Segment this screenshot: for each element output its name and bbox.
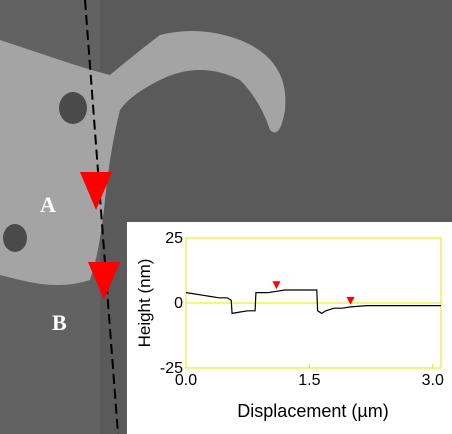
afm-hole <box>59 92 87 124</box>
y-tick-label: 25 <box>165 230 183 247</box>
afm-hole <box>3 224 27 252</box>
x-tick-label: 3.0 <box>422 372 444 389</box>
marker-b <box>88 262 120 300</box>
x-tick-label: 1.5 <box>298 372 320 389</box>
profile-line <box>185 289 441 315</box>
label-a: A <box>40 192 56 217</box>
x-axis-label: Displacement (µm) <box>237 401 388 421</box>
inset-background <box>127 222 452 434</box>
label-b: B <box>52 310 67 335</box>
x-tick-label: 0.0 <box>175 372 197 389</box>
y-tick-label: 0 <box>174 295 183 312</box>
y-tick-label: -25 <box>160 360 183 377</box>
cursor-marker <box>346 296 355 305</box>
marker-a <box>80 172 112 210</box>
scan-line <box>84 0 119 434</box>
cursor-marker <box>272 281 281 290</box>
y-axis-label: Height (nm) <box>135 259 154 348</box>
